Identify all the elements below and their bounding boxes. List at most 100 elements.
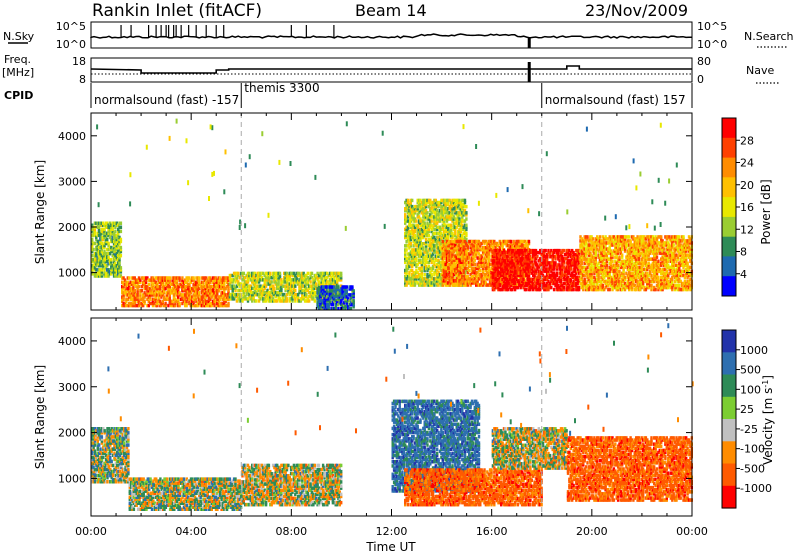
echo-cell: [409, 223, 412, 227]
echo-cell: [334, 307, 337, 311]
echo-cell: [184, 284, 187, 289]
echo-cell: [172, 297, 176, 301]
echo-cell: [497, 243, 500, 248]
echo-cell: [469, 277, 472, 281]
echo-cell: [419, 221, 422, 225]
echo-cell: [276, 299, 279, 303]
echo-cell: [133, 280, 136, 284]
echo-cell: [210, 291, 213, 295]
echo-cell: [461, 223, 464, 227]
echo-cell: [440, 235, 443, 240]
echo-cell: [445, 266, 449, 271]
echo-cell: [333, 285, 336, 289]
echo-cell: [438, 273, 442, 277]
echo-cell: [263, 299, 266, 303]
cpid-entry-label: themis 3300: [244, 81, 319, 95]
echo-cell: [218, 280, 222, 284]
echo-cell: [188, 297, 191, 301]
echo-cell: [462, 262, 465, 267]
echo-cell: [114, 221, 117, 225]
echo-cell: [110, 225, 113, 229]
echo-cell: [99, 231, 102, 236]
echo-cell: [422, 225, 425, 229]
echo-cell: [133, 291, 136, 295]
echo-cell: [230, 280, 233, 284]
echo-cell: [248, 295, 251, 299]
echo-cell: [266, 278, 269, 282]
echo-cell: [287, 276, 290, 280]
echo-cell: [171, 286, 174, 291]
echo-cell: [306, 288, 309, 293]
echo-cell: [449, 239, 453, 244]
echo-cell: [143, 276, 146, 280]
echo-cell: [341, 297, 344, 301]
echo-cell: [417, 260, 421, 265]
echo-cell: [146, 289, 149, 293]
echo-cell: [340, 295, 343, 299]
echo-cell: [305, 286, 308, 290]
echo-cell: [447, 200, 450, 205]
echo-cell: [473, 270, 476, 275]
echo-cell: [488, 268, 492, 273]
echo-cell: [434, 215, 437, 219]
echo-cell: [95, 253, 98, 258]
echo-cell: [431, 202, 435, 207]
echo-cell: [245, 282, 248, 286]
echo-cell: [440, 207, 443, 211]
echo-cell: [185, 299, 188, 304]
echo-cell: [95, 247, 98, 252]
echo-cell: [150, 293, 153, 297]
nsearch-tick-top: 10^5: [697, 20, 727, 33]
echo-cell: [323, 297, 326, 301]
echo-cell: [436, 235, 439, 240]
echo-cell: [263, 280, 266, 284]
echo-cell: [114, 247, 117, 252]
echo-cell: [461, 283, 464, 287]
echo-cell: [223, 289, 226, 293]
echo-cell: [490, 248, 493, 252]
echo-cell: [149, 301, 152, 306]
echo-cell: [235, 271, 239, 276]
echo-cell: [412, 277, 415, 281]
echo-cell: [99, 251, 102, 256]
echo-cell: [118, 270, 121, 274]
echo-cell: [104, 221, 108, 225]
echo-cell: [151, 278, 155, 282]
echo-cell: [220, 284, 223, 289]
echo-cell: [192, 293, 195, 297]
echo-cell: [335, 282, 339, 286]
echo-cell: [257, 288, 261, 293]
echo-cell: [112, 260, 116, 264]
echo-cell: [454, 262, 457, 267]
echo-cell: [316, 297, 319, 301]
echo-cell: [202, 289, 205, 293]
echo-cell: [259, 284, 262, 288]
echo-cell: [253, 271, 257, 276]
echo-cell: [476, 250, 479, 254]
echo-cell: [424, 254, 428, 258]
echo-cell: [186, 278, 190, 282]
echo-cell: [404, 281, 407, 285]
echo-cell: [108, 260, 112, 264]
echo-cell: [205, 303, 208, 308]
echo-cell: [274, 276, 277, 280]
echo-cell: [470, 262, 474, 267]
echo-cell: [490, 270, 493, 275]
echo-cell: [412, 237, 415, 242]
echo-cell: [436, 227, 439, 232]
echo-cell: [161, 278, 164, 282]
echo-cell: [170, 289, 173, 293]
echo-cell: [405, 268, 408, 273]
echo-cell: [424, 248, 428, 252]
echo-cell: [454, 270, 457, 275]
echo-cell: [175, 284, 178, 289]
echo-cell: [423, 221, 426, 225]
echo-cell: [334, 284, 337, 288]
echo-cell: [417, 204, 421, 209]
echo-cell: [95, 272, 98, 276]
echo-cell: [214, 289, 218, 293]
echo-cell: [458, 213, 461, 217]
echo-cell: [156, 289, 159, 293]
echo-cell: [128, 284, 131, 289]
echo-cell: [136, 284, 139, 289]
